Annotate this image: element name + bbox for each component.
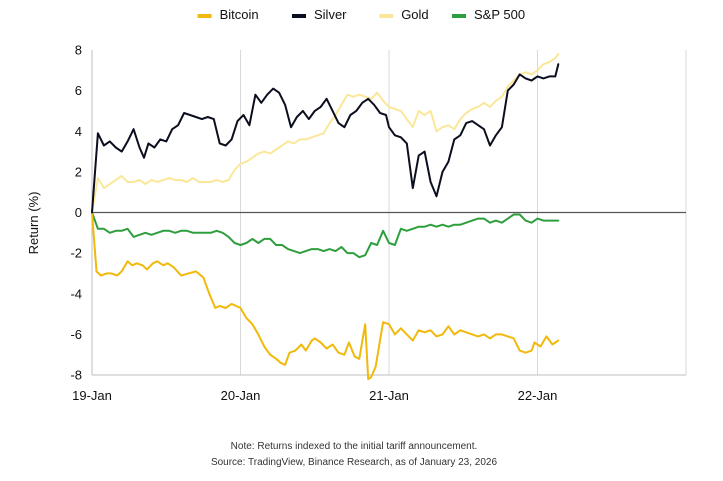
legend-item-silver: Silver xyxy=(292,7,347,22)
chart-legend: Bitcoin Silver Gold S&P 500 xyxy=(197,7,525,22)
legend-item-sandp-500: S&P 500 xyxy=(452,7,525,22)
x-tick-label: 22-Jan xyxy=(518,388,558,403)
legend-swatch-sandp-500 xyxy=(452,14,466,18)
y-tick-label: 6 xyxy=(75,83,82,98)
legend-label: Gold xyxy=(401,7,428,22)
series-line-silver xyxy=(91,63,560,214)
series-line-gold xyxy=(91,53,560,214)
series-line-sandp-500 xyxy=(91,211,560,259)
y-tick-label: 0 xyxy=(75,205,82,220)
y-tick-label: -6 xyxy=(70,327,82,342)
x-tick-label: 20-Jan xyxy=(221,388,261,403)
y-tick-label: 2 xyxy=(75,164,82,179)
y-tick-label: -8 xyxy=(70,368,82,383)
legend-swatch-gold xyxy=(379,14,394,18)
legend-swatch-bitcoin xyxy=(197,14,212,18)
x-tick-label: 19-Jan xyxy=(72,388,112,403)
legend-label: Silver xyxy=(314,7,347,22)
chart-axes: 8 6 4 2 0 -2 -4 -6 -8 19-Jan 20-Jan 21-Jan 22-Jan xyxy=(70,43,686,403)
series-line-bitcoin xyxy=(91,211,560,381)
legend-item-bitcoin: Bitcoin xyxy=(197,7,259,22)
y-tick-label: 8 xyxy=(75,43,82,58)
y-axis-label: Return (%) xyxy=(26,192,41,255)
legend-swatch-silver xyxy=(292,14,306,18)
series-layer xyxy=(91,53,560,381)
legend-item-gold: Gold xyxy=(379,7,429,22)
y-tick-label: -2 xyxy=(70,246,82,261)
x-tick-label: 21-Jan xyxy=(369,388,409,403)
legend-label: S&P 500 xyxy=(474,7,525,22)
legend-label: Bitcoin xyxy=(220,7,259,22)
chart-source: Source: TradingView, Binance Research, a… xyxy=(211,457,498,468)
y-tick-label: -4 xyxy=(70,286,82,301)
y-tick-label: 4 xyxy=(75,124,82,139)
chart-note: Note: Returns indexed to the initial tar… xyxy=(231,441,478,452)
